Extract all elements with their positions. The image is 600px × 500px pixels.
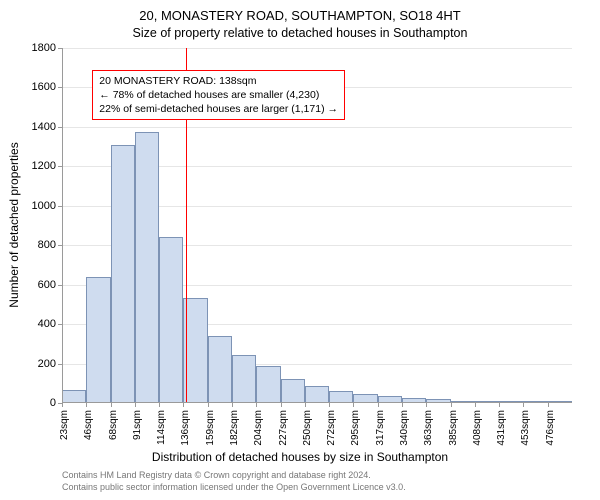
histogram-bar — [183, 298, 207, 403]
annotation-line-2: ← 78% of detached houses are smaller (4,… — [99, 88, 338, 102]
xtick-mark — [208, 403, 209, 407]
xtick-label: 363sqm — [423, 410, 434, 446]
xtick-mark — [402, 403, 403, 407]
xtick-mark — [499, 403, 500, 407]
gridline — [62, 127, 572, 128]
xtick-mark — [451, 403, 452, 407]
chart-title-line2: Size of property relative to detached ho… — [0, 26, 600, 40]
ytick-label: 1600 — [6, 81, 56, 93]
xtick-label: 317sqm — [375, 410, 386, 446]
xtick-label: 23sqm — [59, 410, 70, 440]
xtick-label: 385sqm — [448, 410, 459, 446]
xtick-label: 136sqm — [180, 410, 191, 446]
xtick-label: 295sqm — [350, 410, 361, 446]
xtick-mark — [232, 403, 233, 407]
xtick-mark — [305, 403, 306, 407]
xtick-mark — [256, 403, 257, 407]
footnote-line-1: Contains HM Land Registry data © Crown c… — [62, 470, 371, 481]
chart-title-line1: 20, MONASTERY ROAD, SOUTHAMPTON, SO18 4H… — [0, 8, 600, 23]
xtick-label: 476sqm — [545, 410, 556, 446]
ytick-label: 200 — [6, 358, 56, 370]
property-size-histogram: 20, MONASTERY ROAD, SOUTHAMPTON, SO18 4H… — [0, 0, 600, 500]
x-axis-label: Distribution of detached houses by size … — [0, 450, 600, 464]
ytick-label: 1000 — [6, 200, 56, 212]
xtick-label: 204sqm — [253, 410, 264, 446]
annotation-line-1: 20 MONASTERY ROAD: 138sqm — [99, 74, 338, 88]
ytick-label: 800 — [6, 239, 56, 251]
ytick-label: 1400 — [6, 121, 56, 133]
xtick-label: 114sqm — [156, 410, 167, 445]
xtick-label: 272sqm — [326, 410, 337, 446]
xtick-label: 91sqm — [132, 410, 143, 440]
xtick-mark — [62, 403, 63, 407]
xtick-mark — [159, 403, 160, 407]
footnote-line-2: Contains public sector information licen… — [62, 482, 406, 493]
xtick-mark — [111, 403, 112, 407]
xtick-mark — [86, 403, 87, 407]
xtick-mark — [475, 403, 476, 407]
xtick-mark — [426, 403, 427, 407]
ytick-label: 1800 — [6, 42, 56, 54]
xtick-label: 46sqm — [83, 410, 94, 440]
xtick-label: 340sqm — [399, 410, 410, 446]
plot-area: 20 MONASTERY ROAD: 138sqm ← 78% of detac… — [62, 48, 572, 403]
xtick-mark — [378, 403, 379, 407]
histogram-bar — [135, 132, 159, 403]
histogram-bar — [159, 237, 183, 403]
annotation-box: 20 MONASTERY ROAD: 138sqm ← 78% of detac… — [92, 70, 345, 121]
histogram-bar — [256, 366, 280, 403]
xtick-label: 431sqm — [496, 410, 507, 446]
ytick-label: 600 — [6, 279, 56, 291]
histogram-bar — [232, 355, 256, 403]
xtick-label: 159sqm — [205, 410, 216, 446]
ytick-label: 400 — [6, 318, 56, 330]
histogram-bar — [305, 386, 329, 403]
ytick-label: 0 — [6, 397, 56, 409]
xtick-mark — [329, 403, 330, 407]
x-axis-line — [62, 402, 572, 403]
histogram-bar — [208, 336, 232, 403]
ytick-label: 1200 — [6, 160, 56, 172]
xtick-label: 408sqm — [472, 410, 483, 446]
histogram-bar — [111, 145, 135, 403]
xtick-mark — [281, 403, 282, 407]
y-axis-line — [62, 48, 63, 403]
annotation-line-3: 22% of semi-detached houses are larger (… — [99, 102, 338, 116]
xtick-mark — [548, 403, 549, 407]
histogram-bar — [86, 277, 110, 403]
xtick-label: 68sqm — [108, 410, 119, 440]
histogram-bar — [281, 379, 305, 403]
xtick-label: 227sqm — [278, 410, 289, 446]
xtick-mark — [353, 403, 354, 407]
gridline — [62, 48, 572, 49]
xtick-mark — [183, 403, 184, 407]
xtick-label: 453sqm — [520, 410, 531, 446]
xtick-label: 250sqm — [302, 410, 313, 446]
xtick-mark — [523, 403, 524, 407]
xtick-mark — [135, 403, 136, 407]
xtick-label: 182sqm — [229, 410, 240, 446]
